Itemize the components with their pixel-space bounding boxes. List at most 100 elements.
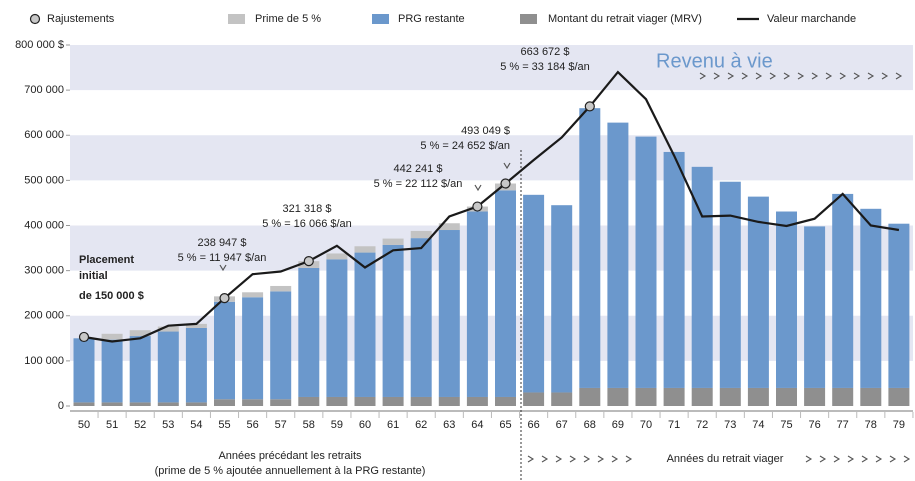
legend-swatch [29,13,41,25]
adjustment-point [472,201,483,212]
bar-segment [214,301,235,400]
legend-swatch [520,14,537,24]
bar-segment [804,226,826,388]
bar-segment [579,387,601,406]
bar-segment [157,326,179,332]
bar-segment [635,387,657,406]
chevron-right [895,72,903,80]
bar-segment [832,193,854,388]
bar-segment [551,205,573,393]
annotation: de 150 000 $ [79,290,144,302]
bar-segment [73,338,95,403]
chevron-right [713,72,721,80]
bar-segment [804,387,826,406]
x-tick-label: 56 [246,419,258,431]
bar-segment [185,402,207,406]
adjustment-point [303,256,314,267]
chevron-right [811,72,819,80]
bar-segment [495,190,516,397]
x-tick-label: 65 [499,419,511,431]
x-tick-label: 67 [556,419,568,431]
adjustment-point [78,331,90,343]
background-band [70,225,913,271]
y-tick-label: 700 000 [24,84,64,96]
bar-segment [101,333,123,340]
bar-segment [129,402,151,406]
annotation: Placement [79,254,134,266]
bar-segment [607,122,629,388]
x-tick-label: 75 [780,419,792,431]
x-tick-label: 70 [640,419,652,431]
bar-segment [719,181,741,388]
bar-segment [635,136,657,388]
bar-segment [410,238,432,397]
bar-segment [888,387,910,406]
bar-segment [326,396,348,406]
bar-segment [129,330,151,337]
chevron-right [833,455,841,463]
chevron-right [597,455,605,463]
chevron-right [825,72,833,80]
x-tick-label: 69 [612,419,624,431]
bar-segment [495,396,516,406]
annotation: initial [79,270,108,282]
bar-segment [242,292,264,298]
bar-segment [438,223,460,231]
bar-segment [270,285,292,292]
bar-segment [888,223,910,388]
legend-label: Valeur marchande [767,13,856,25]
bar-segment [298,267,320,397]
bar-segment [382,238,404,245]
x-tick-label: 60 [359,419,371,431]
annotation: 321 318 $ [283,203,332,215]
bar-segment [860,208,882,388]
bar-segment [438,230,460,397]
annotation: 493 049 $ [461,125,510,137]
x-axis-label: Années du retrait viager [667,453,784,465]
legend-label: Rajustements [47,13,115,25]
bar-segment [410,230,432,239]
chevron-right [847,455,855,463]
chevron-right [805,455,813,463]
chevron-right [797,72,805,80]
chevron-down [219,264,227,272]
legend-label: Montant du retrait viager (MRV) [548,13,702,25]
x-tick-label: 76 [808,419,820,431]
x-tick-label: 57 [275,419,287,431]
x-axis-label: (prime de 5 % ajoutée annuellement à la … [155,465,426,477]
chevron-right [903,455,911,463]
chevron-right [881,72,889,80]
chevron-right [625,455,633,463]
bar-segment [747,387,769,406]
annotation: 5 % = 24 652 $/an [420,140,510,152]
x-tick-label: 52 [134,419,146,431]
bar-segment [466,211,488,397]
bar-segment [326,253,348,260]
chevron-right [699,72,707,80]
bar-segment [129,336,151,403]
bar-segment [157,402,179,406]
bar-segment [663,387,685,406]
bar-segment [382,396,404,406]
adjustment-point [584,101,595,112]
x-tick-label: 78 [865,419,877,431]
bar-segment [860,387,882,406]
chevron-right [611,455,619,463]
bar-segment [185,327,207,403]
x-tick-label: 55 [218,419,230,431]
bar-segment [747,196,769,388]
bar-segment [214,399,235,406]
chevron-right [819,455,827,463]
bar-segment [691,166,713,388]
y-tick-label: 0 [58,400,64,412]
x-tick-label: 62 [415,419,427,431]
chevron-right [727,72,735,80]
bar-segment [719,387,741,406]
chevron-down [474,184,482,192]
bar-segment [242,399,264,406]
bar-segment [185,323,207,328]
chevron-right [875,455,883,463]
background-band [70,315,913,361]
bar-segment [776,211,797,388]
background-band [70,135,913,181]
